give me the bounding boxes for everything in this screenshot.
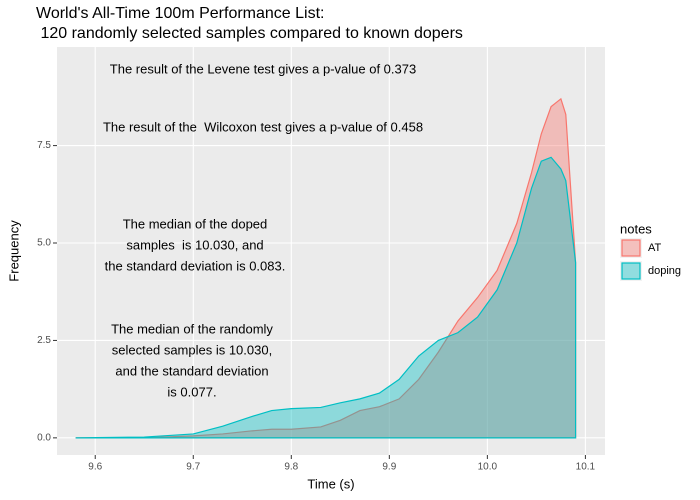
annotation: samples is 10.030, and <box>126 237 263 252</box>
density-area <box>75 97 577 439</box>
legend-swatch <box>621 262 641 280</box>
annotation: and the standard deviation <box>115 363 268 378</box>
x-tick-label: 10.0 <box>478 462 498 473</box>
x-tick-label: 9.7 <box>186 462 200 473</box>
annotation: The result of the Wilcoxon test gives a … <box>103 119 423 134</box>
legend-key <box>620 261 642 281</box>
legend-label: AT <box>648 242 662 254</box>
annotation: the standard deviation is 0.083. <box>105 258 286 273</box>
y-axis-title: Frequency <box>6 220 21 282</box>
legend-swatch <box>621 239 641 257</box>
x-tick-label: 10.1 <box>576 462 596 473</box>
legend-key <box>620 238 642 258</box>
annotation: The median of the doped <box>123 216 268 231</box>
chart-subtitle: 120 randomly selected samples compared t… <box>36 25 463 42</box>
annotation: selected samples is 10.030, <box>112 342 272 357</box>
x-tick-label: 9.6 <box>88 462 102 473</box>
legend-label: doping <box>648 265 681 277</box>
chart-title: World's All-Time 100m Performance List: <box>36 5 324 22</box>
density-area <box>75 156 577 439</box>
annotation: is 0.077. <box>167 384 216 399</box>
y-tick-label: 7.5 <box>37 140 51 151</box>
y-tick-label: 5.0 <box>37 238 51 249</box>
legend-title: notes <box>620 221 652 236</box>
y-tick-label: 0.0 <box>37 432 51 443</box>
x-tick-label: 9.8 <box>284 462 298 473</box>
annotation: The median of the randomly <box>111 321 273 336</box>
x-axis-title: Time (s) <box>307 476 354 491</box>
x-tick-label: 9.9 <box>382 462 396 473</box>
y-tick-label: 2.5 <box>37 335 51 346</box>
annotation: The result of the Levene test gives a p-… <box>110 61 416 76</box>
